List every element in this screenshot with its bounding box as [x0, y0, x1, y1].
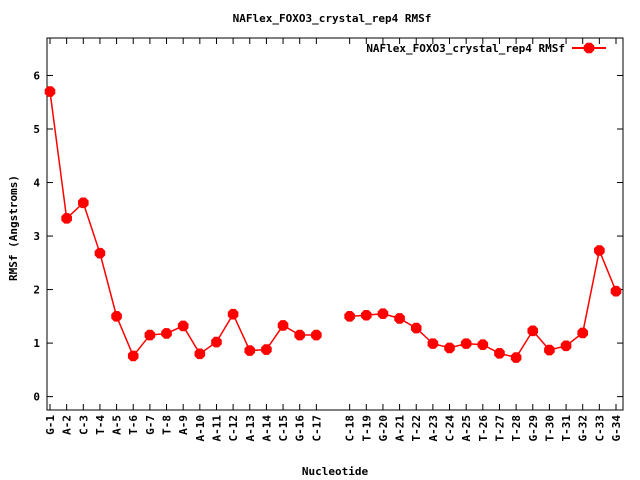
y-tick-label: 5: [33, 123, 40, 136]
y-tick-label: 0: [33, 391, 40, 404]
data-point: [410, 322, 422, 334]
series-layer: [44, 86, 622, 363]
x-tick-label: T-27: [493, 415, 506, 442]
x-tick-label: C-17: [310, 415, 323, 442]
data-point: [427, 338, 439, 349]
x-tick-label: A-23: [427, 415, 440, 442]
data-point: [177, 320, 189, 332]
data-point: [61, 213, 72, 224]
plot-frame: [46, 37, 624, 411]
data-point: [577, 327, 589, 339]
data-point: [111, 311, 122, 322]
x-tick-label: G-16: [294, 415, 307, 442]
x-tick-label: G-20: [377, 415, 390, 442]
data-point: [377, 308, 389, 319]
x-tick-label: C-12: [227, 415, 240, 442]
data-point: [144, 329, 156, 341]
x-tick-label: A-13: [244, 415, 257, 442]
data-point: [560, 340, 572, 352]
data-point: [444, 342, 455, 354]
data-point: [277, 320, 289, 331]
data-point: [527, 325, 539, 337]
data-point: [211, 336, 222, 348]
legend-label: NAFlex_FOXO3_crystal_rep4 RMSf: [366, 42, 565, 55]
x-tick-label: G-34: [610, 415, 623, 442]
data-point: [94, 247, 106, 259]
data-point: [194, 348, 206, 360]
x-tick-label: A-5: [111, 415, 124, 435]
data-point: [360, 309, 372, 321]
x-tick-label: G-7: [144, 415, 157, 435]
x-tick-label: G-1: [44, 415, 57, 435]
x-axis: G-1 A-2 C-3 T-4 A-5 T-6 G-7 T-8 A-9 A-10 A-11 C-12 A…: [44, 38, 623, 442]
data-point: [344, 311, 355, 322]
y-axis-label: RMSf (Angstroms): [7, 175, 20, 281]
data-point: [544, 344, 555, 356]
x-tick-label: A-2: [61, 415, 74, 435]
y-axis: 0 1 2 3 4 5 6: [33, 69, 623, 404]
x-tick-label: T-30: [543, 415, 556, 442]
x-tick-label: T-31: [560, 415, 573, 442]
x-tick-label: A-9: [177, 415, 190, 435]
series-line: [49, 91, 317, 358]
data-point: [311, 329, 322, 341]
x-tick-label: C-33: [593, 415, 606, 442]
data-point: [44, 86, 56, 97]
x-tick-label: A-14: [260, 415, 273, 442]
data-point: [127, 350, 139, 362]
x-tick-label: T-26: [477, 415, 490, 442]
x-tick-label: T-19: [360, 415, 373, 442]
x-tick-label: C-24: [444, 415, 457, 442]
data-point: [261, 344, 272, 355]
data-point: [244, 345, 256, 356]
x-tick-label: C-3: [77, 415, 90, 435]
x-tick-label: A-21: [394, 415, 407, 442]
x-tick-label: A-25: [460, 415, 473, 442]
data-point: [294, 329, 306, 341]
data-point: [477, 339, 489, 350]
y-tick-label: 4: [33, 177, 40, 190]
x-tick-label: T-28: [510, 415, 523, 442]
data-point: [227, 308, 239, 320]
x-tick-label: A-11: [210, 415, 223, 442]
legend: NAFlex_FOXO3_crystal_rep4 RMSf: [366, 42, 606, 55]
data-point: [394, 313, 405, 324]
data-point: [161, 328, 172, 339]
x-axis-label: Nucleotide: [302, 465, 369, 478]
data-point: [77, 197, 89, 209]
y-tick-label: 1: [33, 337, 40, 350]
y-tick-label: 3: [33, 230, 40, 243]
x-tick-label: T-22: [410, 415, 423, 442]
data-point: [610, 285, 622, 297]
x-tick-label: T-4: [94, 415, 107, 435]
data-point: [494, 347, 505, 359]
data-point: [594, 245, 605, 256]
y-tick-label: 2: [33, 284, 40, 297]
x-tick-label: G-29: [527, 415, 540, 442]
legend-marker: [583, 42, 595, 54]
data-point: [460, 338, 472, 349]
x-tick-label: C-18: [344, 415, 357, 442]
chart-title: NAFlex_FOXO3_crystal_rep4 RMSf: [233, 12, 432, 25]
x-tick-label: G-32: [577, 415, 590, 442]
x-tick-label: C-15: [277, 415, 290, 442]
data-point: [510, 352, 522, 363]
x-tick-label: T-8: [161, 415, 174, 435]
x-tick-label: A-10: [194, 415, 207, 442]
y-tick-label: 6: [33, 69, 40, 82]
x-tick-label: T-6: [127, 415, 140, 435]
